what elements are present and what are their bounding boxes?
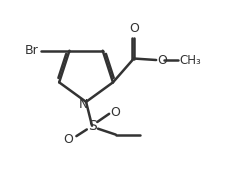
Text: O: O (157, 54, 167, 66)
Text: O: O (63, 133, 73, 146)
Text: N: N (78, 98, 88, 111)
Text: O: O (129, 22, 139, 35)
Text: S: S (88, 119, 96, 133)
Text: O: O (111, 106, 121, 119)
Text: Br: Br (25, 44, 38, 57)
Text: CH₃: CH₃ (179, 54, 201, 66)
